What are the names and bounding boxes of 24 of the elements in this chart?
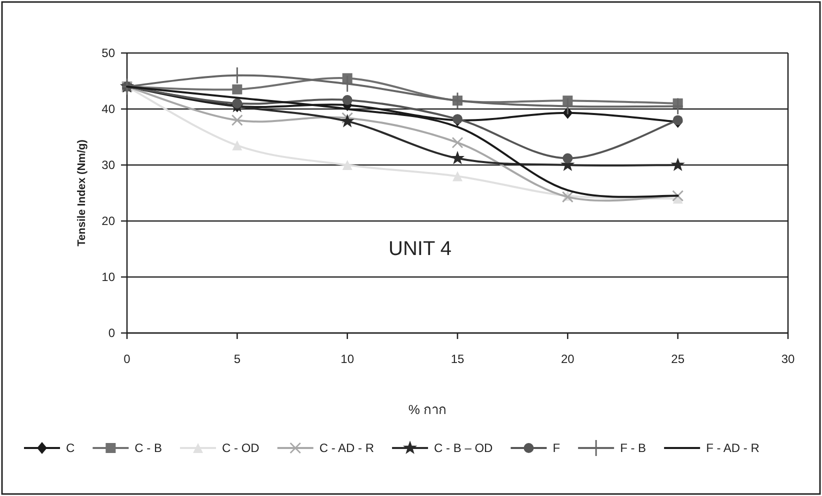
y-tick-label: 50 [102, 46, 116, 60]
x-tick-label: 5 [234, 352, 241, 366]
legend-label: C - OD [222, 441, 260, 455]
y-tick-label: 40 [102, 102, 116, 116]
y-tick-label: 0 [108, 326, 116, 340]
y-tick-label: 10 [102, 270, 116, 284]
x-tick-label: 30 [781, 352, 795, 366]
x-tick-label: 10 [340, 352, 354, 366]
x-tick-label: 20 [560, 352, 575, 366]
legend-label: F [552, 441, 560, 455]
y-tick-label: 20 [102, 214, 116, 228]
x-tick-label: 0 [124, 352, 131, 366]
annotation: UNIT 4 [388, 238, 452, 260]
y-tick-label: 30 [102, 158, 116, 172]
legend-label: C - B [134, 441, 162, 455]
x-axis-title: % กาก [408, 402, 447, 417]
legend-label: C [66, 441, 75, 455]
legend-label: C - B – OD [434, 441, 494, 455]
legend-label: F - B [620, 441, 646, 455]
x-tick-label: 15 [450, 352, 464, 366]
x-tick-label: 25 [671, 352, 685, 366]
legend-label: C - AD - R [319, 441, 374, 455]
y-axis-title: Tensile Index (Nm/g) [76, 139, 88, 246]
legend-label: F - AD - R [706, 441, 760, 455]
